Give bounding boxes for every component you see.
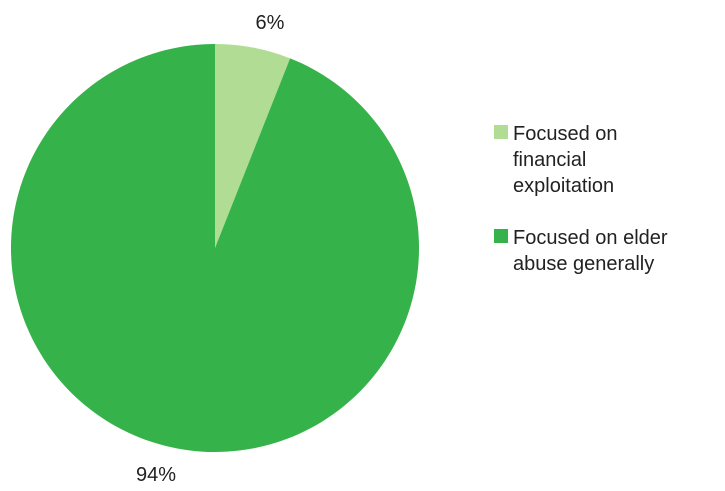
legend-label-elder-abuse-generally: Focused on elder abuse generally bbox=[513, 225, 668, 277]
data-label-elder-abuse-generally: 94% bbox=[136, 464, 176, 486]
legend-label-line: financial bbox=[513, 149, 587, 171]
legend-swatch-elder-abuse-generally bbox=[494, 229, 508, 243]
legend-label-line: abuse generally bbox=[513, 253, 655, 275]
legend-label-line: Focused on elder bbox=[513, 227, 668, 249]
legend-swatch-financial-exploitation bbox=[494, 125, 508, 139]
legend-item-financial-exploitation: Focused on financial exploitation bbox=[494, 121, 725, 199]
legend-label-line: exploitation bbox=[513, 175, 615, 197]
legend-item-elder-abuse-generally: Focused on elder abuse generally bbox=[494, 225, 725, 277]
pie-slice-elder-abuse-generally bbox=[10, 43, 419, 453]
data-label-financial-exploitation: 6% bbox=[256, 12, 285, 34]
pie-slice-financial-exploitation bbox=[215, 44, 291, 248]
legend-label-line: Focused on bbox=[513, 123, 618, 145]
legend-label-financial-exploitation: Focused on financial exploitation bbox=[513, 121, 618, 199]
chart-legend: Focused on financial exploitation Focuse… bbox=[494, 121, 725, 303]
